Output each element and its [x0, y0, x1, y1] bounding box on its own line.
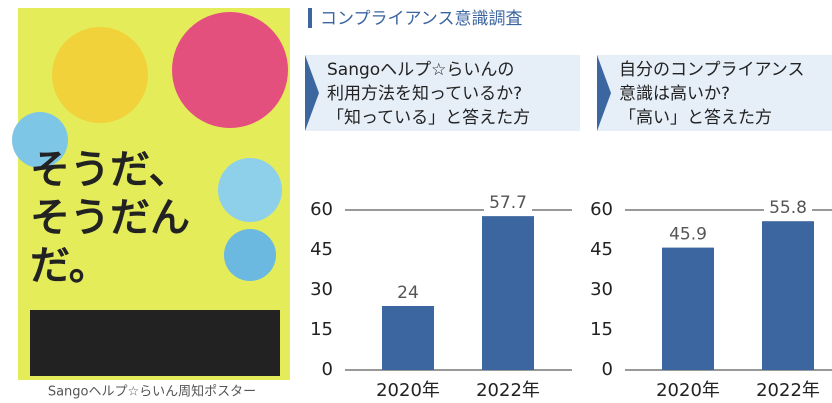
- chart-title-line: Sangoヘルプ☆らいんの: [327, 60, 514, 80]
- poster-text: そうだ、: [30, 147, 189, 193]
- y-tick-label: 15: [310, 319, 333, 340]
- chart-title-line: 「高い」と答えた方: [619, 108, 772, 128]
- chart-title-line: 自分のコンプライアンス: [619, 60, 804, 80]
- section-title: コンプライアンス意識調査: [320, 9, 522, 29]
- chart-title-line: 意識は高いか?: [619, 84, 730, 104]
- poster-circle: [218, 158, 282, 222]
- y-tick-label: 15: [590, 319, 613, 340]
- x-tick-label: 2022年: [756, 380, 820, 401]
- chart-title-line: 利用方法を知っているか?: [327, 84, 522, 104]
- poster-text: だ。: [30, 243, 109, 289]
- value-label: 24: [397, 283, 419, 303]
- x-tick-label: 2020年: [376, 380, 440, 401]
- page-svg: そうだ、 そうだん だ。 Sangoヘルプ☆らいん周知ポスター コンプライアンス…: [0, 0, 832, 403]
- section-marker: [308, 8, 312, 28]
- x-tick-label: 2020年: [656, 380, 720, 401]
- poster-circle: [172, 12, 288, 128]
- page: そうだ、 そうだん だ。 Sangoヘルプ☆らいん周知ポスター コンプライアンス…: [0, 0, 832, 403]
- y-tick-label: 30: [310, 279, 333, 300]
- poster-footer: [30, 310, 280, 376]
- poster-text: そうだん: [30, 195, 190, 241]
- y-tick-label: 0: [602, 359, 613, 380]
- x-tick-label: 2022年: [476, 380, 540, 401]
- bar: [482, 216, 534, 370]
- bar: [662, 248, 714, 370]
- poster-caption: Sangoヘルプ☆らいん周知ポスター: [48, 384, 256, 400]
- value-label: 57.7: [489, 193, 527, 213]
- poster-circle: [224, 229, 276, 281]
- y-tick-label: 30: [590, 279, 613, 300]
- y-tick-label: 60: [310, 199, 333, 220]
- value-label: 55.8: [769, 198, 807, 218]
- y-tick-label: 45: [590, 239, 613, 260]
- value-label: 45.9: [669, 225, 707, 245]
- y-tick-label: 60: [590, 199, 613, 220]
- poster-circle: [52, 27, 148, 123]
- poster: そうだ、 そうだん だ。 Sangoヘルプ☆らいん周知ポスター: [12, 8, 290, 400]
- bar: [762, 221, 814, 370]
- y-tick-label: 45: [310, 239, 333, 260]
- bar: [382, 306, 434, 370]
- y-tick-label: 0: [322, 359, 333, 380]
- chart-title-line: 「知っている」と答えた方: [327, 108, 530, 128]
